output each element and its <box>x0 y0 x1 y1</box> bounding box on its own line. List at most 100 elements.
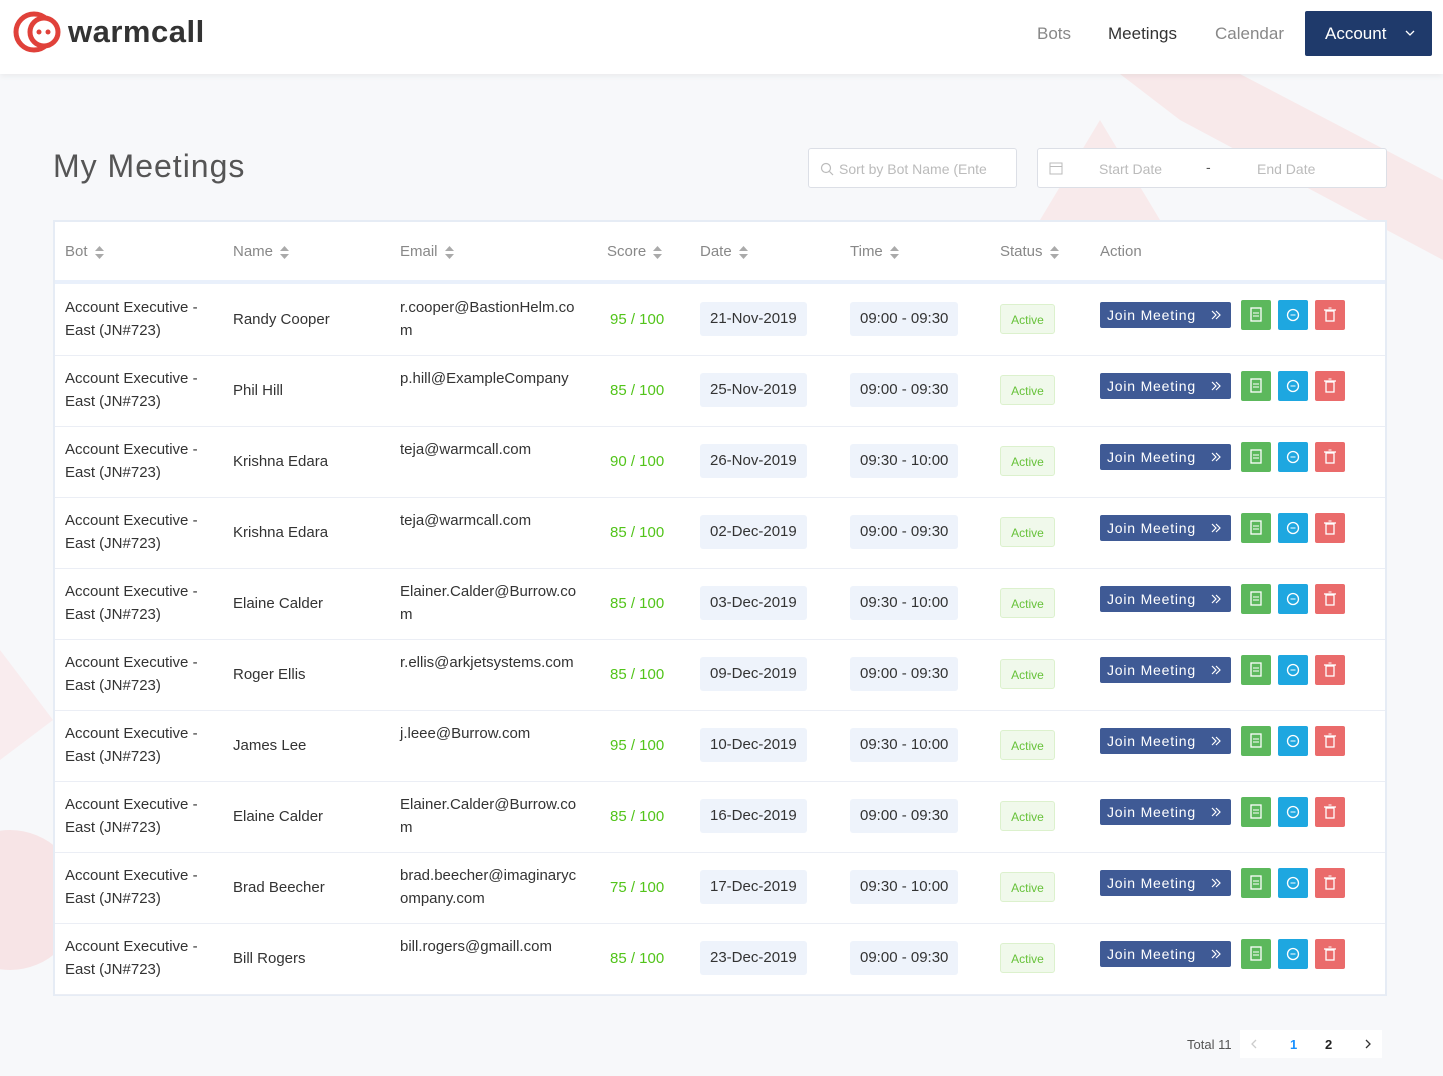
chat-button[interactable] <box>1278 371 1308 401</box>
chat-button[interactable] <box>1278 655 1308 685</box>
page-number[interactable]: 1 <box>1290 1037 1298 1052</box>
chat-button[interactable] <box>1278 584 1308 614</box>
join-meeting-button[interactable]: Join Meeting <box>1100 373 1231 399</box>
chat-button[interactable] <box>1278 797 1308 827</box>
status-badge: Active <box>1000 659 1055 689</box>
sort-arrows <box>94 245 104 259</box>
button-icon <box>1286 663 1300 677</box>
doc-button[interactable] <box>1241 726 1271 756</box>
join-meeting-button[interactable]: Join Meeting <box>1100 799 1231 825</box>
table-row: Account Executive - East (JN#723) Randy C… <box>55 284 1385 356</box>
join-meeting-button[interactable]: Join Meeting <box>1100 586 1231 612</box>
date-cell: 10-Dec-2019 <box>700 728 807 762</box>
delete-button[interactable] <box>1315 442 1345 472</box>
button-icon <box>1250 378 1262 393</box>
chat-button[interactable] <box>1278 726 1308 756</box>
time-cell: 09:00 - 09:30 <box>850 799 959 833</box>
table-row: Account Executive - East (JN#723) Phil Hi… <box>55 355 1385 427</box>
table-row: Account Executive - East (JN#723) Elaine … <box>55 781 1385 853</box>
delete-button[interactable] <box>1315 300 1345 330</box>
delete-button[interactable] <box>1315 939 1345 969</box>
nav-link[interactable]: Meetings <box>1108 24 1177 43</box>
chat-button[interactable] <box>1278 442 1308 472</box>
page-number[interactable]: 2 <box>1325 1037 1333 1052</box>
nav-link[interactable]: Bots <box>1037 24 1072 43</box>
doc-button[interactable] <box>1241 513 1271 543</box>
doc-button[interactable] <box>1241 797 1271 827</box>
chat-button[interactable] <box>1278 513 1308 543</box>
join-meeting-button[interactable]: Join Meeting <box>1100 444 1231 470</box>
name-cell: Brad Beecher <box>233 879 325 896</box>
delete-button[interactable] <box>1315 726 1345 756</box>
doc-button[interactable] <box>1241 939 1271 969</box>
chat-button[interactable] <box>1278 939 1308 969</box>
delete-button[interactable] <box>1315 868 1345 898</box>
score-cell: 85 / 100 <box>610 595 665 612</box>
time-cell: 09:00 - 09:30 <box>850 941 959 975</box>
button-icon <box>1286 805 1300 819</box>
join-chevron <box>1210 444 1222 470</box>
double-chevron <box>1211 665 1221 675</box>
double-chevron <box>1211 523 1221 533</box>
end-date: End Date <box>1257 161 1316 177</box>
column-header[interactable]: Bot <box>65 243 104 260</box>
score-cell: 95 / 100 <box>610 311 665 328</box>
bot-cell: Account Executive - East (JN#723) <box>65 441 198 481</box>
prev-page[interactable] <box>1250 1039 1258 1049</box>
time-cell: 09:30 - 10:00 <box>850 728 959 762</box>
doc-button[interactable] <box>1241 300 1271 330</box>
status-badge: Active <box>1000 375 1055 405</box>
doc-button[interactable] <box>1241 371 1271 401</box>
score-cell: 95 / 100 <box>610 737 665 754</box>
status-badge: Active <box>1000 801 1055 831</box>
column-header[interactable]: Time <box>850 243 899 260</box>
name-cell: Randy Cooper <box>233 311 330 328</box>
status-badge: Active <box>1000 588 1055 618</box>
column-label: Status <box>1000 243 1043 260</box>
join-meeting-button[interactable]: Join Meeting <box>1100 302 1231 328</box>
top-bar: warmcall Bots Meetings Calendar Account <box>0 0 1443 74</box>
next-page[interactable] <box>1364 1039 1372 1049</box>
join-chevron <box>1210 586 1222 612</box>
join-meeting-button[interactable]: Join Meeting <box>1100 515 1231 541</box>
email-cell: Elainer.Calder@Burrow.com <box>400 583 577 623</box>
column-header[interactable]: Email <box>400 243 454 260</box>
column-header[interactable]: Score <box>607 243 663 260</box>
time-cell: 09:30 - 10:00 <box>850 870 959 904</box>
date-separator: - <box>1206 159 1211 175</box>
column-header[interactable]: Name <box>233 243 290 260</box>
delete-button[interactable] <box>1315 797 1345 827</box>
score-cell: 90 / 100 <box>610 453 665 470</box>
delete-button[interactable] <box>1315 655 1345 685</box>
name-cell: Elaine Calder <box>233 595 324 612</box>
column-header[interactable]: Status <box>1000 243 1059 260</box>
join-meeting-button[interactable]: Join Meeting <box>1100 728 1231 754</box>
email-cell: bill.rogers@gmaill.com <box>400 938 552 955</box>
doc-button[interactable] <box>1241 584 1271 614</box>
double-chevron <box>1211 878 1221 888</box>
search-input[interactable]: Sort by Bot Name (Ente <box>808 148 1017 188</box>
date-range[interactable]: Start Date - End Date <box>1037 148 1387 188</box>
column-header[interactable]: Date <box>700 243 748 260</box>
delete-button[interactable] <box>1315 584 1345 614</box>
delete-button[interactable] <box>1315 371 1345 401</box>
table-row: Account Executive - East (JN#723) Krishna… <box>55 497 1385 569</box>
button-icon <box>1250 946 1262 961</box>
doc-button[interactable] <box>1241 868 1271 898</box>
bot-cell: Account Executive - East (JN#723) <box>65 796 198 836</box>
chat-button[interactable] <box>1278 300 1308 330</box>
join-meeting-button[interactable]: Join Meeting <box>1100 941 1231 967</box>
delete-button[interactable] <box>1315 513 1345 543</box>
button-icon <box>1324 307 1336 322</box>
join-meeting-button[interactable]: Join Meeting <box>1100 657 1231 683</box>
nav-link[interactable]: Calendar <box>1215 24 1284 43</box>
join-label: Join Meeting <box>1107 307 1196 323</box>
doc-button[interactable] <box>1241 655 1271 685</box>
column-label: Email <box>400 243 438 260</box>
join-meeting-button[interactable]: Join Meeting <box>1100 870 1231 896</box>
chat-button[interactable] <box>1278 868 1308 898</box>
double-chevron <box>1211 594 1221 604</box>
account-menu[interactable]: Account <box>1305 11 1432 56</box>
doc-button[interactable] <box>1241 442 1271 472</box>
